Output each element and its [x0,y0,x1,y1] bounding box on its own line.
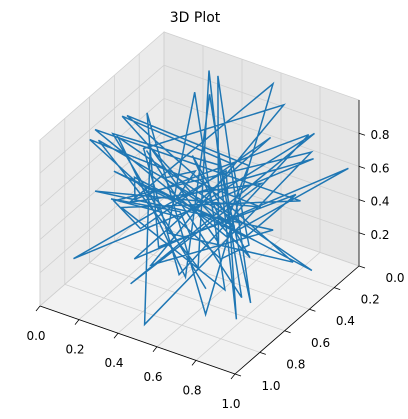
x-tick [35,305,41,312]
x-tick-label: 0.0 [26,329,45,343]
x-tick [191,360,197,366]
gridline [39,164,360,274]
y-tick-label: 0.8 [286,357,305,371]
series-group [73,70,349,327]
y-tick [334,287,341,290]
y-tick [309,308,316,312]
y-tick-label: 1.0 [261,379,280,393]
x-tick [152,346,158,353]
gridline [39,64,360,174]
x-tick-label: 1.0 [221,397,240,411]
z-tick-label: 0.8 [370,128,389,142]
gridline [89,96,285,332]
y-axis-line [234,265,360,375]
z-tick-label: 0.6 [370,161,389,175]
chart-title: 3D Plot [170,10,221,26]
x-tick [113,332,119,339]
z-tick [358,199,366,202]
z-tick-label: 0.2 [370,228,389,242]
z-tick-label: 0.4 [370,195,389,209]
axes-lines [39,100,360,375]
gridline [39,131,360,240]
gridline [39,97,360,207]
y-tick-label: 0.2 [361,293,380,307]
y-tick [358,265,366,269]
x-tick-label: 0.6 [143,370,162,384]
gridline [138,53,335,288]
y-tick [284,330,291,334]
y-tick-label: 0.4 [336,314,355,328]
y-tick-label: 0.6 [311,336,330,350]
x-tick [74,319,80,325]
y-tick [259,352,266,355]
z-tick [358,166,366,169]
gridline [64,118,260,353]
y-tick [234,373,242,377]
y-tick-label: 0.0 [385,271,404,285]
tick-group: 0.0 0.2 0.4 0.6 0.8 1.0 0.0 0.2 0.4 0.6 0.8 1.0 0.2 0… [26,128,404,411]
x-tick-label: 0.2 [65,343,84,357]
z-tick [358,132,366,136]
series-line [73,70,349,327]
x-axis-line [39,305,236,375]
x-tick [230,373,236,380]
x-tick-label: 0.8 [182,383,201,397]
x-tick-label: 0.4 [104,356,123,370]
z-tick [358,232,366,236]
